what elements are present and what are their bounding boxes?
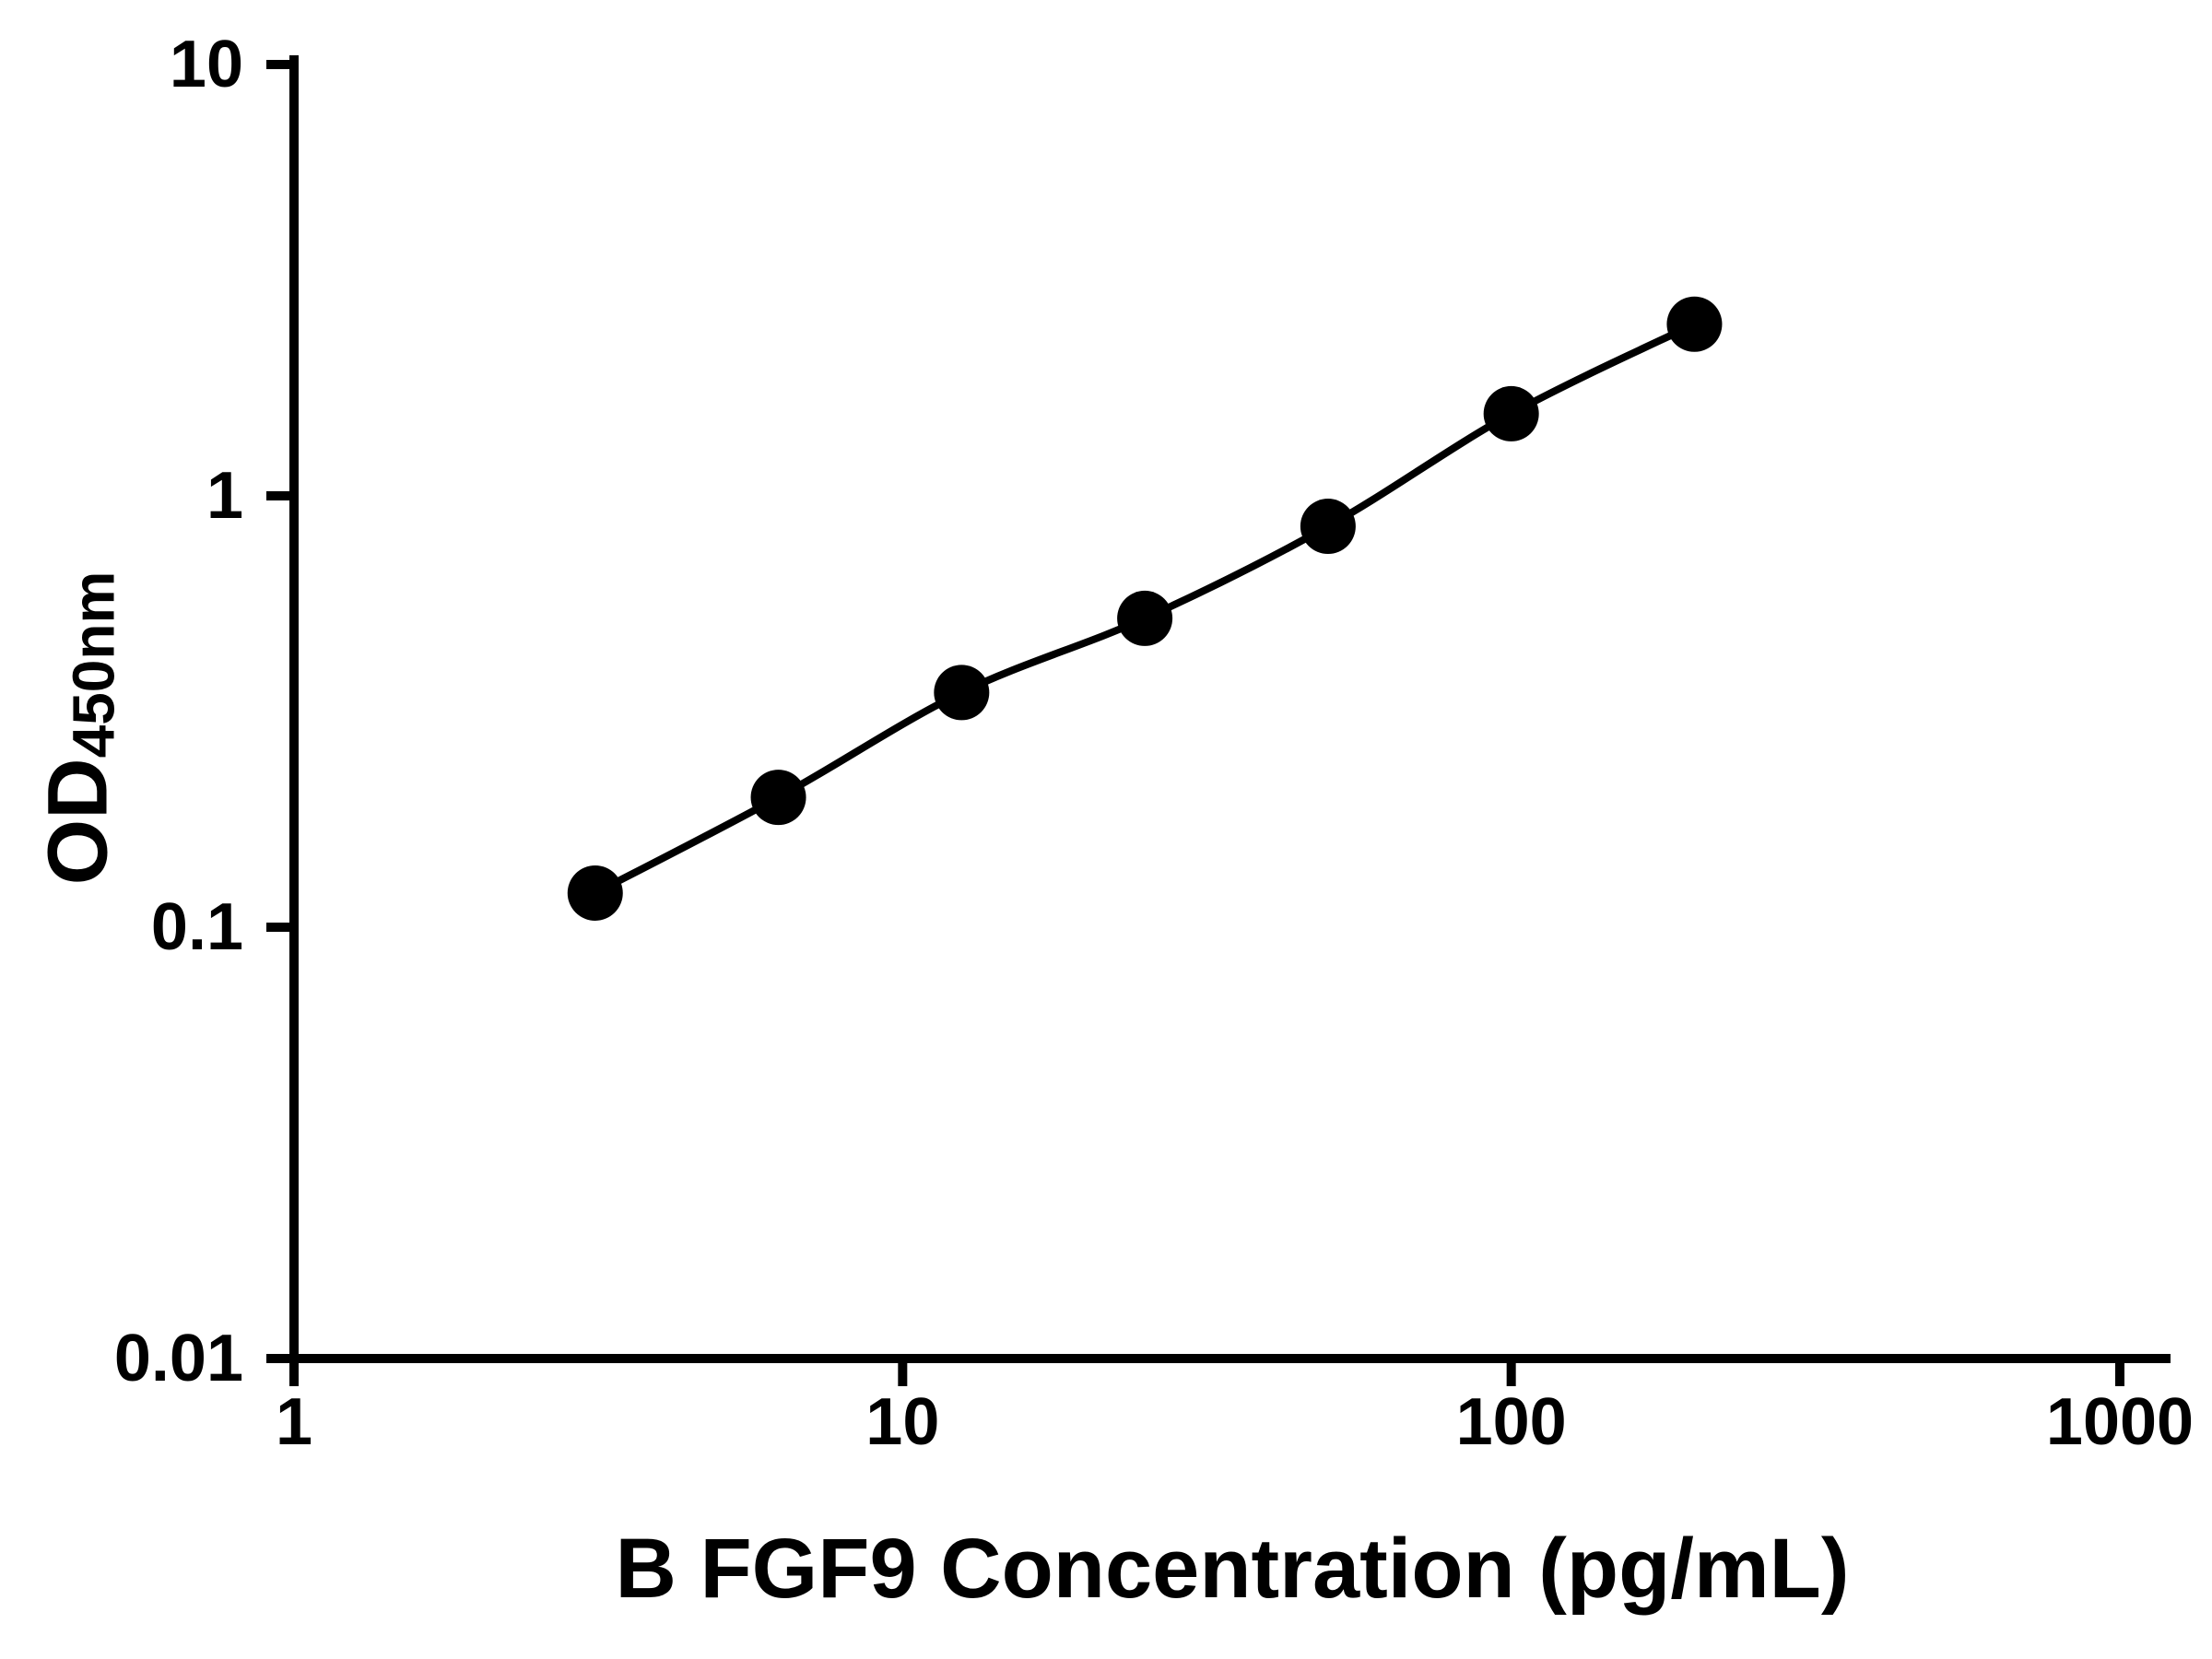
x-tick-label: 1 [276,1385,312,1459]
y-axis-title: OD450nm [30,571,127,886]
data-point [934,665,990,721]
data-point [567,865,623,921]
x-tick-label: 10 [865,1385,939,1459]
data-point [750,770,806,826]
data-point [1483,385,1539,441]
data-point [1300,499,1356,555]
x-tick-label: 100 [1456,1385,1567,1459]
y-tick-label: 0.1 [151,890,243,964]
x-axis-title: B FGF9 Concentration (pg/mL) [615,1522,1850,1616]
y-tick-label: 0.01 [114,1322,243,1395]
data-point [1117,590,1173,646]
y-tick-label: 1 [206,459,243,533]
y-axis-title-main: OD [30,758,125,886]
axis-spines [289,55,2171,1363]
y-tick-label: 10 [170,28,243,101]
data-point [1666,296,1723,352]
x-tick-label: 1000 [2046,1385,2194,1459]
y-axis-title-subscript: 450nm [60,571,127,759]
